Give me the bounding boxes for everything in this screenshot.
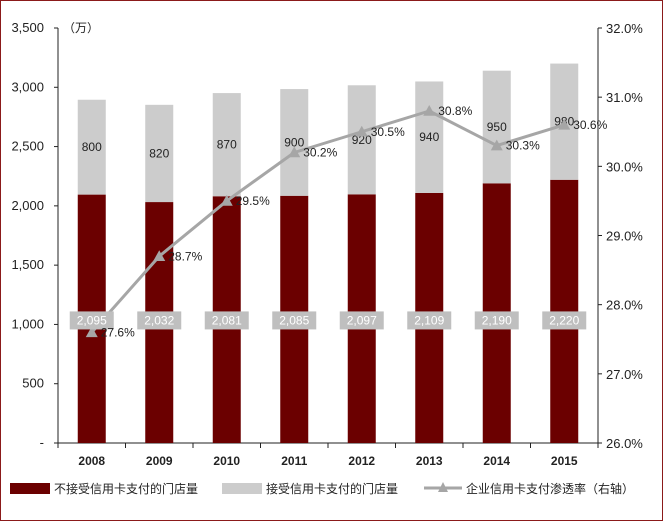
bar-accepting-label: 940 bbox=[419, 130, 439, 144]
right-axis-tick-label: 27.0% bbox=[606, 367, 643, 382]
bar-accepting-2010 bbox=[212, 93, 241, 197]
penetration-rate-point-2014 bbox=[490, 139, 503, 151]
bar-not-accepting-label: 2,032 bbox=[144, 313, 174, 327]
bar-accepting-label: 800 bbox=[82, 140, 102, 154]
penetration-rate-point-2015 bbox=[558, 118, 571, 130]
penetration-rate-line bbox=[90, 109, 565, 334]
penetration-rate-label: 27.6% bbox=[101, 325, 135, 339]
left-axis-unit-label: （万） bbox=[63, 21, 99, 35]
penetration-rate-label: 30.2% bbox=[303, 146, 337, 160]
x-axis-tick-label: 2012 bbox=[348, 454, 375, 468]
bar-accepting-label: 900 bbox=[284, 135, 304, 149]
left-axis-tick-label: 3,500 bbox=[11, 20, 44, 35]
x-axis-tick-label: 2014 bbox=[483, 454, 510, 468]
bar-not-accepting-label-box bbox=[542, 311, 587, 330]
bar-not-accepting-label: 2,097 bbox=[347, 313, 377, 327]
bar-not-accepting-label-box bbox=[204, 311, 249, 330]
right-axis-tick-label: 28.0% bbox=[606, 298, 643, 313]
penetration-rate-label: 30.8% bbox=[438, 104, 472, 118]
left-axis-tick-label: 2,000 bbox=[11, 198, 44, 213]
bar-not-accepting-label: 2,081 bbox=[212, 313, 242, 327]
bar-not-accepting-2015 bbox=[550, 179, 579, 443]
legend-label-accepting: 接受信用卡支付的门店量 bbox=[266, 481, 398, 496]
legend-label-not-accepting: 不接受信用卡支付的门店量 bbox=[54, 481, 198, 496]
bar-accepting-2012 bbox=[347, 85, 376, 195]
right-axis-tick-label: 29.0% bbox=[606, 229, 643, 244]
left-axis-tick-label: 1,500 bbox=[11, 257, 44, 272]
bar-accepting-2009 bbox=[145, 104, 174, 203]
penetration-rate-label: 30.3% bbox=[506, 139, 540, 153]
bar-not-accepting-label: 2,095 bbox=[77, 313, 107, 327]
penetration-rate-point-2009 bbox=[153, 250, 166, 262]
right-axis-tick-label: 32.0% bbox=[606, 21, 643, 36]
bar-accepting-2011 bbox=[280, 89, 309, 196]
legend-label-penetration: 企业信用卡支付渗透率（右轴） bbox=[466, 481, 634, 496]
right-axis-tick-label: 26.0% bbox=[606, 436, 643, 451]
penetration-rate-point-2008 bbox=[85, 326, 98, 338]
legend-swatch-not-accepting bbox=[10, 483, 50, 494]
left-axis-tick-label: 500 bbox=[22, 376, 44, 391]
right-axis-tick-label: 31.0% bbox=[606, 90, 643, 105]
x-axis-tick-label: 2015 bbox=[551, 454, 578, 468]
left-axis-tick-label: 1,000 bbox=[11, 316, 44, 331]
x-axis-tick-label: 2011 bbox=[281, 454, 307, 468]
penetration-rate-label: 30.5% bbox=[371, 125, 405, 139]
bar-accepting-2013 bbox=[415, 81, 444, 193]
bar-accepting-2014 bbox=[482, 70, 511, 184]
bar-accepting-label: 870 bbox=[217, 138, 237, 152]
x-axis-tick-label: 2008 bbox=[78, 454, 105, 468]
bar-not-accepting-label: 2,085 bbox=[279, 313, 309, 327]
bar-not-accepting-label: 2,220 bbox=[549, 313, 579, 327]
x-axis-tick-label: 2013 bbox=[416, 454, 443, 468]
legend-swatch-accepting bbox=[222, 483, 262, 494]
penetration-rate-label: 29.5% bbox=[236, 194, 270, 208]
bar-not-accepting-label-box bbox=[339, 311, 384, 330]
penetration-rate-point-2012 bbox=[355, 125, 368, 137]
bar-not-accepting-label-box bbox=[272, 311, 317, 330]
bar-not-accepting-label-box bbox=[69, 311, 114, 330]
x-axis-tick-label: 2009 bbox=[146, 454, 173, 468]
bar-not-accepting-label-box bbox=[407, 311, 452, 330]
right-axis-tick-label: 30.0% bbox=[606, 159, 643, 174]
bar-not-accepting-label: 2,190 bbox=[482, 313, 512, 327]
penetration-rate-point-2011 bbox=[288, 146, 301, 158]
bar-accepting-label: 950 bbox=[487, 120, 507, 134]
bar-accepting-2008 bbox=[77, 99, 106, 195]
penetration-rate-label: 30.6% bbox=[573, 118, 607, 132]
legend-swatch-line-marker bbox=[438, 482, 448, 492]
bar-accepting-label: 820 bbox=[149, 146, 169, 160]
bar-not-accepting-label: 2,109 bbox=[414, 313, 444, 327]
left-axis-tick-label: 2,500 bbox=[11, 139, 44, 154]
bar-not-accepting-label-box bbox=[474, 311, 519, 330]
left-axis-tick-label: 3,000 bbox=[11, 79, 44, 94]
bar-not-accepting-label-box bbox=[137, 311, 182, 330]
penetration-rate-point-2010 bbox=[220, 194, 233, 206]
left-axis-tick-label: - bbox=[40, 435, 44, 450]
x-axis-tick-label: 2010 bbox=[213, 454, 240, 468]
plot-area: - 500 1,000 1,500 2,000 2,500 3,000 3,500 26.0% 2… bbox=[11, 20, 643, 468]
legend: 不接受信用卡支付的门店量 接受信用卡支付的门店量 企业信用卡支付渗透率（右轴） bbox=[10, 481, 634, 496]
penetration-rate-label: 28.7% bbox=[168, 249, 202, 263]
penetration-rate-point-2013 bbox=[423, 105, 436, 116]
